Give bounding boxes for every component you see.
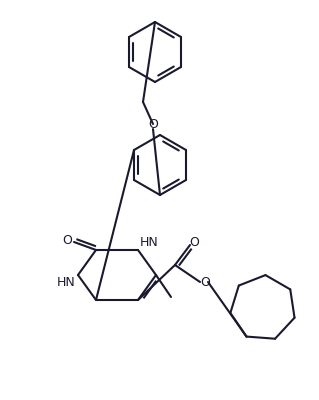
Text: O: O	[200, 276, 210, 288]
Text: O: O	[62, 234, 72, 248]
Text: HN: HN	[56, 276, 75, 290]
Text: HN: HN	[140, 236, 159, 250]
Text: O: O	[148, 118, 158, 130]
Text: O: O	[189, 236, 199, 248]
